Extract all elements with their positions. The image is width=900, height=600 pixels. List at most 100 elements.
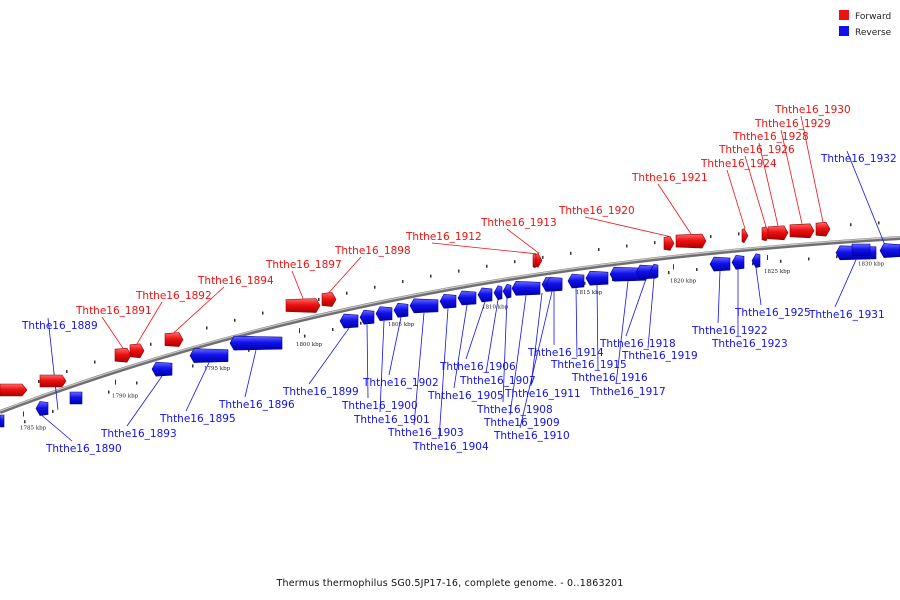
gene-arrow-partial-forward[interactable] <box>39 374 67 388</box>
gene-label-ththe16_1917[interactable]: Ththe16_1917 <box>589 386 666 398</box>
gene-label-ththe16_1909[interactable]: Ththe16_1909 <box>483 417 560 429</box>
gene-label-ththe16_1894[interactable]: Ththe16_1894 <box>197 275 274 287</box>
gene-label-ththe16_1903[interactable]: Ththe16_1903 <box>387 427 464 439</box>
gene-arrow-ththe16_1915[interactable] <box>567 273 585 289</box>
gene-arrow-ththe16_1892[interactable] <box>129 343 145 359</box>
gene-label-ththe16_1911[interactable]: Ththe16_1911 <box>504 388 581 400</box>
gene-label-ththe16_1893[interactable]: Ththe16_1893 <box>100 428 177 440</box>
gene-arrow-ththe16_1897[interactable] <box>285 298 321 313</box>
gene-connector <box>413 312 425 426</box>
gene-connector <box>717 271 721 324</box>
gene-label-ththe16_1919[interactable]: Ththe16_1919 <box>621 350 698 362</box>
gene-connector <box>575 288 578 358</box>
gene-arrow-ththe16_1916[interactable] <box>585 270 609 286</box>
gene-arrow-ththe16_1901[interactable] <box>375 306 393 321</box>
gene-arrow-ththe16_1908[interactable] <box>502 283 512 299</box>
gene-label-ththe16_1931[interactable]: Ththe16_1931 <box>808 309 885 321</box>
gene-label-ththe16_1901[interactable]: Ththe16_1901 <box>353 414 430 426</box>
gene-label-ththe16_1929[interactable]: Ththe16_1929 <box>754 118 831 130</box>
gene-arrow-ththe16_1895[interactable] <box>189 348 229 363</box>
gene-label-ththe16_1907[interactable]: Ththe16_1907 <box>459 375 536 387</box>
gene-label-ththe16_1906[interactable]: Ththe16_1906 <box>439 361 516 373</box>
gene-arrow-ththe16_1898[interactable] <box>321 292 337 307</box>
gene-label-ththe16_1908[interactable]: Ththe16_1908 <box>476 404 553 416</box>
gene-label-ththe16_1898[interactable]: Ththe16_1898 <box>334 245 411 257</box>
gene-arrow-ththe16_1905[interactable] <box>457 290 477 306</box>
gene-connector <box>366 324 369 399</box>
gene-label-ththe16_1891[interactable]: Ththe16_1891 <box>75 305 152 317</box>
gene-arrow-ththe16_1913[interactable] <box>535 252 543 268</box>
gene-arrow-partial-reverse[interactable] <box>0 414 5 428</box>
kbp-tick-label: 1800 kbp <box>296 342 323 348</box>
gene-arrow-ththe16_1929[interactable] <box>789 223 815 239</box>
gene-arrow-ththe16_1899[interactable] <box>339 313 359 329</box>
gene-arrow-ththe16_1920[interactable] <box>663 236 675 251</box>
gene-arrow-ththe16_1894[interactable] <box>164 332 184 347</box>
gene-label-ththe16_1910[interactable]: Ththe16_1910 <box>493 430 570 442</box>
scale-mark <box>248 348 250 352</box>
kbp-tick <box>115 379 116 385</box>
gene-arrow-partial-reverse[interactable] <box>851 243 871 257</box>
gene-label-ththe16_1913[interactable]: Ththe16_1913 <box>480 217 557 229</box>
gene-label-ththe16_1932[interactable]: Ththe16_1932 <box>820 153 897 165</box>
gene-arrow-ththe16_1925[interactable] <box>751 253 761 269</box>
legend-reverse-label: Reverse <box>855 28 892 38</box>
gene-arrow-ththe16_1890[interactable] <box>35 401 49 416</box>
gene-label-ththe16_1921[interactable]: Ththe16_1921 <box>631 172 708 184</box>
gene-label-ththe16_1904[interactable]: Ththe16_1904 <box>412 441 489 453</box>
gene-arrow-ththe16_1919[interactable] <box>649 263 659 279</box>
gene-arrow-ththe16_1923[interactable] <box>731 255 745 270</box>
gene-arrow-ththe16_1903[interactable] <box>409 298 439 314</box>
gene-arrow-ththe16_1891[interactable] <box>114 347 132 363</box>
scale-mark <box>878 221 880 225</box>
gene-label-ththe16_1890[interactable]: Ththe16_1890 <box>45 443 122 455</box>
gene-label-ththe16_1930[interactable]: Ththe16_1930 <box>774 104 851 116</box>
gene-label-ththe16_1899[interactable]: Ththe16_1899 <box>282 386 359 398</box>
gene-label-ththe16_1896[interactable]: Ththe16_1896 <box>218 399 295 411</box>
gene-label-ththe16_1902[interactable]: Ththe16_1902 <box>362 377 439 389</box>
gene-label-ththe16_1915[interactable]: Ththe16_1915 <box>550 359 627 371</box>
gene-label-ththe16_1920[interactable]: Ththe16_1920 <box>558 205 635 217</box>
gene-label-ththe16_1918[interactable]: Ththe16_1918 <box>599 338 676 350</box>
gene-label-ththe16_1912[interactable]: Ththe16_1912 <box>405 231 482 243</box>
gene-arrow-ththe16_1932[interactable] <box>879 243 900 258</box>
gene-label-ththe16_1916[interactable]: Ththe16_1916 <box>571 372 648 384</box>
scale-mark <box>346 291 348 295</box>
scale-mark <box>486 264 488 268</box>
gene-label-ththe16_1928[interactable]: Ththe16_1928 <box>732 131 809 143</box>
gene-arrow-ththe16_1914[interactable] <box>545 276 563 292</box>
gene-arrow-ththe16_1909[interactable] <box>511 281 541 296</box>
gene-label-ththe16_1924[interactable]: Ththe16_1924 <box>700 158 777 170</box>
gene-label-ththe16_1897[interactable]: Ththe16_1897 <box>265 259 342 271</box>
gene-arrow-ththe16_1904[interactable] <box>439 294 457 309</box>
legend-reverse-swatch <box>839 26 849 36</box>
gene-label-ththe16_1889[interactable]: Ththe16_1889 <box>21 320 98 332</box>
scale-mark <box>626 244 628 248</box>
gene-arrow-ththe16_1924[interactable] <box>741 228 749 244</box>
gene-label-ththe16_1923[interactable]: Ththe16_1923 <box>711 338 788 350</box>
gene-arrow-ththe16_1893[interactable] <box>151 361 173 377</box>
gene-arrow-ththe16_1922[interactable] <box>709 256 731 272</box>
gene-label-ththe16_1914[interactable]: Ththe16_1914 <box>527 347 604 359</box>
scale-mark <box>318 298 320 302</box>
gene-label-ththe16_1900[interactable]: Ththe16_1900 <box>341 400 418 412</box>
gene-arrow-ththe16_1928[interactable] <box>767 225 789 241</box>
gene-label-ththe16_1926[interactable]: Ththe16_1926 <box>718 144 795 156</box>
gene-label-ththe16_1892[interactable]: Ththe16_1892 <box>135 290 212 302</box>
gene-label-ththe16_1905[interactable]: Ththe16_1905 <box>427 390 504 402</box>
scale-mark <box>598 248 600 252</box>
gene-label-ththe16_1922[interactable]: Ththe16_1922 <box>691 325 768 337</box>
gene-arrow-ththe16_1896[interactable] <box>229 335 283 351</box>
connector-layer <box>41 115 891 442</box>
gene-arrow-ththe16_1930[interactable] <box>815 221 831 237</box>
gene-arrow-ththe16_1921[interactable] <box>675 233 707 249</box>
gene-arrow-ththe16_1907[interactable] <box>493 285 503 301</box>
gene-label-ththe16_1895[interactable]: Ththe16_1895 <box>159 413 236 425</box>
gene-arrow-partial-forward[interactable] <box>0 383 28 397</box>
gene-arrow-ththe16_1906[interactable] <box>477 287 493 303</box>
gene-arrow-partial-reverse[interactable] <box>69 391 83 405</box>
scale-mark <box>752 262 754 266</box>
gene-label-ththe16_1925[interactable]: Ththe16_1925 <box>734 307 811 319</box>
gene-arrow-ththe16_1902[interactable] <box>393 302 409 318</box>
gene-arrow-ththe16_1900[interactable] <box>359 309 375 325</box>
